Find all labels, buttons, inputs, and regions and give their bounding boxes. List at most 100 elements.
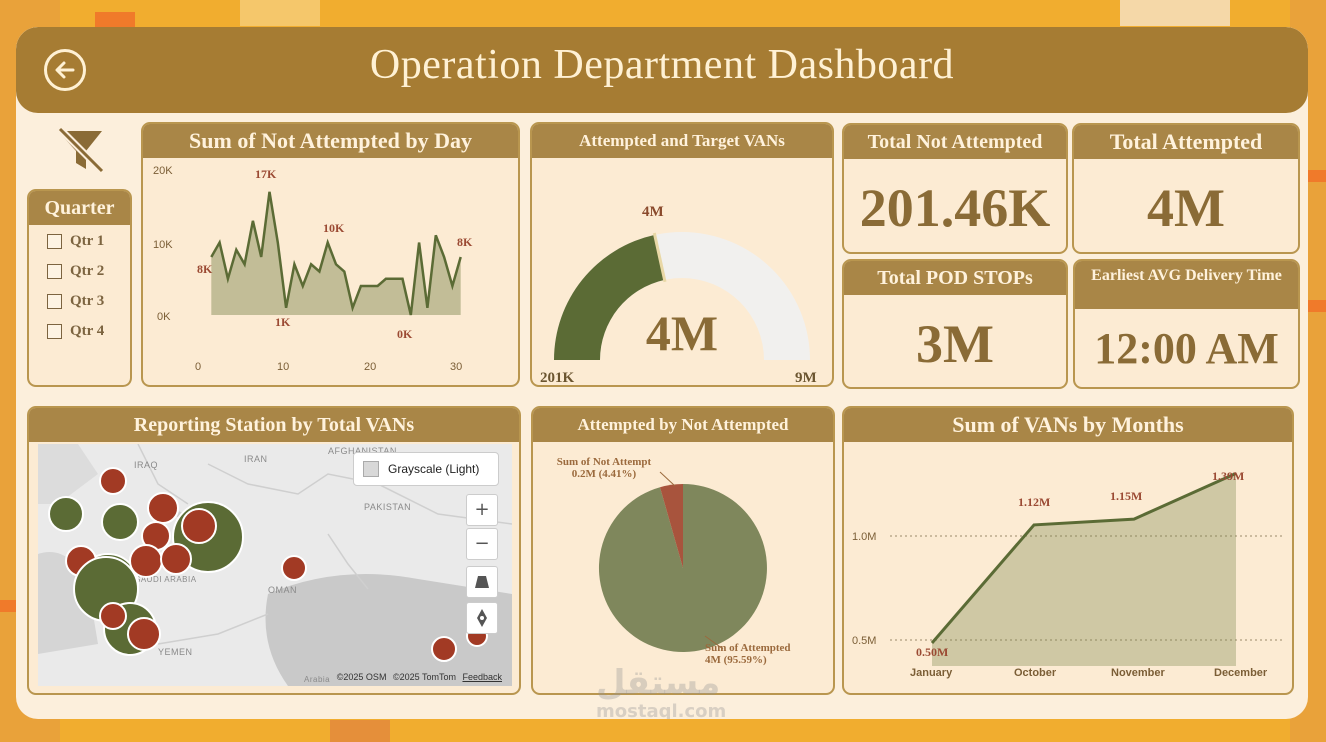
map-bubble[interactable] [127, 617, 161, 651]
daily-not-attempted-chart[interactable]: Sum of Not Attempted by Day 20K 10K 0K 0… [141, 122, 520, 387]
y-tick: 20K [153, 165, 173, 177]
kpi-earliest-delivery: Earliest AVG Delivery Time 12:00 AM [1073, 259, 1300, 389]
map-label: IRAN [244, 454, 268, 464]
kpi-value: 201.46K [859, 178, 1051, 238]
line-series [930, 472, 1237, 644]
map-bubble[interactable] [160, 543, 192, 575]
pie-svg [598, 471, 767, 652]
kpi-title: Earliest AVG Delivery Time [1075, 261, 1298, 309]
watermark-latin: mostaql.com [596, 701, 727, 719]
area-line [210, 191, 462, 316]
daily-chart-svg: 20K 10K 0K 0 10 20 30 17K 10K 8K 8K 1K 0… [153, 165, 473, 373]
attribution-osm: ©2025 OSM [336, 672, 387, 682]
slicer-option-label: Qtr 1 [70, 233, 105, 249]
slicer-option-qtr3[interactable]: Qtr 3 [47, 293, 104, 310]
back-button[interactable] [44, 49, 86, 91]
chart-title: Sum of VANs by Months [844, 408, 1292, 442]
slicer-option-qtr4[interactable]: Qtr 4 [47, 323, 104, 340]
x-tick: 10 [277, 361, 289, 373]
map-bubbles[interactable] [38, 444, 512, 686]
gauge-svg: 4M 4M 201K 9M [540, 204, 817, 385]
pie-slice-attempted[interactable] [598, 484, 767, 652]
checkbox[interactable] [47, 264, 62, 279]
y-tick: 1.0M [852, 531, 876, 543]
map-style-label: Grayscale (Light) [388, 462, 480, 476]
map-bubble[interactable] [431, 636, 457, 662]
slicer-option-qtr2[interactable]: Qtr 2 [47, 263, 104, 280]
header-bar: Operation Department Dashboard [16, 27, 1308, 113]
gauge-min: 201K [540, 370, 575, 385]
slicer-option-label: Qtr 2 [70, 263, 105, 279]
attempted-target-gauge[interactable]: Attempted and Target VANs 4M 4M 201K 9M [530, 122, 834, 387]
chart-title: Reporting Station by Total VANs [29, 408, 519, 442]
slicer-option-qtr1[interactable]: Qtr 1 [47, 233, 104, 250]
map-attribution: ©2025 OSM ©2025 TomTom Feedback [333, 672, 502, 682]
vans-by-month-card[interactable]: Sum of VANs by Months 1.0M 0.5M January … [842, 406, 1294, 695]
map-label: IRAQ [134, 460, 159, 470]
y-tick: 0.5M [852, 635, 876, 647]
gauge-target-line [652, 232, 667, 283]
pie-slice-not-attempted[interactable] [660, 484, 683, 568]
map-bubble[interactable] [281, 555, 307, 581]
y-tick: 10K [153, 239, 173, 251]
gauge-target-label: 4M [642, 204, 664, 220]
chart-title: Attempted by Not Attempted [533, 408, 833, 442]
pie-label-not-attempted: Sum of Not Attempt 0.2M (4.41%) [539, 456, 669, 480]
map-label: SAUDI ARABIA [135, 575, 197, 584]
map-bubble[interactable] [101, 503, 139, 541]
arrow-left-icon [55, 61, 75, 79]
area-fill [932, 473, 1236, 666]
kpi-total-pod-stops: Total POD STOPs 3M [842, 259, 1068, 389]
quarter-slicer: Quarter Qtr 1 Qtr 2 Qtr 3 Qtr 4 [27, 189, 132, 387]
kpi-value: 3M [916, 314, 994, 374]
gauge-max: 9M [795, 370, 817, 385]
data-label: 0.50M [916, 645, 948, 659]
map-canvas[interactable]: IRAQ IRAN AFGHANISTAN PAKISTAN SAUDI ARA… [38, 444, 512, 686]
page-title: Operation Department Dashboard [369, 42, 955, 88]
feedback-link[interactable]: Feedback [462, 672, 502, 682]
checkbox[interactable] [47, 324, 62, 339]
x-tick: January [910, 667, 953, 679]
data-label: 1K [275, 315, 291, 329]
watermark-arabic: مستقل [596, 663, 721, 703]
map-label: AFGHANISTAN [328, 446, 397, 456]
pie-label-value: 0.2M (4.41%) [571, 468, 637, 480]
map-bubble[interactable] [129, 544, 163, 578]
slicer-option-label: Qtr 4 [70, 323, 105, 339]
map-label: Arabia [304, 675, 331, 684]
pie-label-name: Sum of Attempted [705, 642, 791, 654]
map-bubble[interactable] [147, 492, 179, 524]
kpi-value: 12:00 AM [1094, 324, 1279, 373]
map-layers-icon [363, 461, 379, 477]
map-bubble[interactable] [99, 602, 127, 630]
chart-title: Sum of Not Attempted by Day [143, 124, 518, 158]
map-style-button[interactable]: Grayscale (Light) [353, 452, 499, 486]
zoom-out-button[interactable]: − [466, 528, 498, 560]
checkbox[interactable] [47, 234, 62, 249]
filter-clear-button[interactable] [54, 124, 108, 177]
gauge-value: 4M [646, 305, 718, 361]
tilt-button[interactable] [466, 566, 498, 598]
kpi-title: Total POD STOPs [844, 261, 1066, 295]
data-label: 10K [323, 221, 345, 235]
gauge-fill [554, 234, 665, 360]
checkbox[interactable] [47, 294, 62, 309]
map-bubble[interactable] [181, 508, 217, 544]
data-label: 8K [457, 235, 473, 249]
compass-button[interactable] [466, 602, 498, 634]
pie-label-value: 4M (95.59%) [705, 654, 767, 666]
map-label: OMAN [268, 585, 297, 595]
kpi-title: Total Not Attempted [844, 125, 1066, 159]
kpi-value: 4M [1147, 178, 1225, 238]
attempted-pie-card[interactable]: Attempted by Not Attempted Sum of Not At… [531, 406, 835, 695]
map-bubble[interactable] [99, 467, 127, 495]
watermark: مستقل mostaql.com [596, 665, 726, 719]
x-tick: October [1014, 667, 1057, 679]
data-label: 1.12M [1018, 495, 1050, 509]
map-label: YEMEN [158, 647, 193, 657]
kpi-total-attempted: Total Attempted 4M [1072, 123, 1300, 254]
y-tick: 0K [157, 311, 171, 323]
map-bubble[interactable] [48, 496, 84, 532]
map-label: PAKISTAN [364, 502, 412, 512]
zoom-in-button[interactable]: + [466, 494, 498, 526]
